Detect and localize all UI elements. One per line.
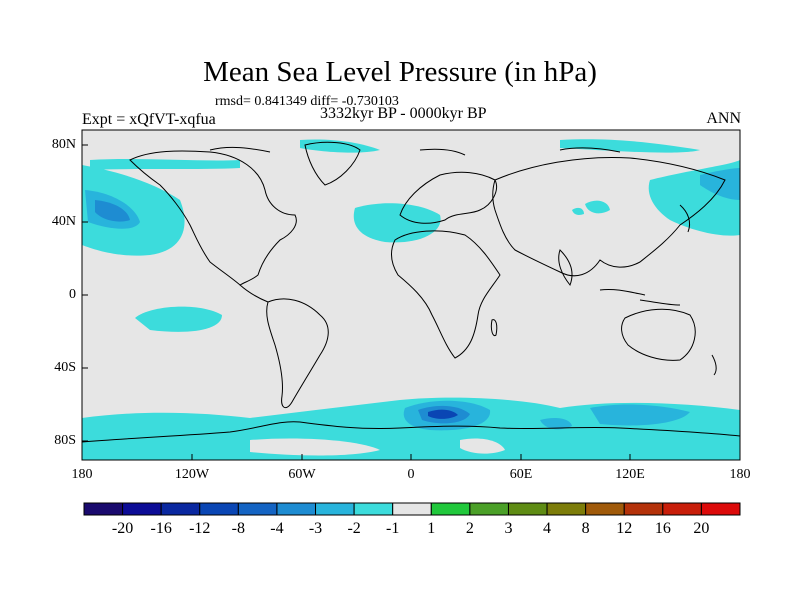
coastline-indonesia	[599, 289, 681, 306]
lon-label-120e: 120E	[615, 467, 645, 482]
colorbar-box	[353, 502, 394, 516]
anomaly-region-south-pacific	[135, 306, 222, 332]
colorbar-label: 1	[427, 520, 436, 537]
coastline-north-america	[129, 150, 297, 286]
coastline-greenland	[304, 141, 361, 186]
coastline-central-america	[239, 284, 269, 303]
colorbar-label: -3	[308, 520, 323, 537]
colorbar-label: 12	[616, 520, 633, 537]
period-label: 3332kyr BP - 0000kyr BP	[320, 105, 487, 122]
lon-label-180e: 180	[729, 467, 751, 482]
anomaly-region-southern-ocean	[82, 397, 740, 460]
coastline-japan	[679, 204, 691, 233]
lat-label-40n: 40N	[51, 214, 76, 229]
colorbar-label: -16	[150, 520, 172, 537]
colorbar-box	[315, 502, 355, 516]
colorbar-box	[237, 502, 278, 516]
coastline-madagascar	[490, 319, 498, 337]
coastlines	[81, 141, 741, 443]
coastline-europe	[399, 171, 497, 224]
colorbar-label: 20	[693, 520, 710, 537]
colorbar-box	[276, 502, 317, 516]
colorbar-label: -12	[189, 520, 211, 537]
anomaly-fields	[82, 135, 740, 460]
coastline-asia	[492, 157, 726, 277]
map-panel	[81, 129, 741, 461]
colorbar-box	[546, 502, 587, 516]
anomaly-patch-antarctic-1	[540, 418, 572, 430]
experiment-label: Expt = xQfVT-xqfua	[82, 111, 216, 128]
lat-label-80n: 80N	[51, 137, 76, 152]
colorbar-box	[199, 502, 239, 516]
colorbar	[83, 502, 741, 516]
coastline-africa	[391, 230, 501, 359]
lat-label-80s: 80S	[54, 433, 76, 448]
axis-ticks	[82, 144, 631, 460]
lat-label-0: 0	[69, 287, 76, 302]
lat-label-40s: 40S	[54, 360, 76, 375]
anomaly-patch-asia-2	[572, 207, 584, 215]
colorbar-box	[469, 502, 509, 516]
anomaly-region-kamchatka	[700, 168, 740, 200]
colorbar-box	[392, 502, 432, 516]
coastline-south-america	[266, 298, 329, 409]
colorbar-label: -8	[231, 520, 245, 537]
season-label: ANN	[706, 110, 741, 127]
anomaly-region-north-pacific	[82, 165, 185, 256]
lon-label-180w: 180	[71, 467, 93, 482]
anomaly-region-weddell-deep	[428, 409, 458, 419]
coastline-antarctica	[81, 421, 741, 443]
colorbar-box	[507, 502, 548, 516]
colorbar-label: 16	[654, 520, 671, 537]
gap-antarctic-west	[250, 438, 380, 456]
anomaly-region-east-antarctic	[590, 404, 690, 426]
colorbar-label: 3	[504, 520, 513, 537]
page-title: Mean Sea Level Pressure (in hPa)	[203, 56, 597, 88]
coastline-new-zealand	[711, 354, 717, 376]
lon-label-120w: 120W	[174, 467, 210, 482]
colorbar-box	[160, 502, 201, 516]
colorbar-box	[430, 502, 471, 516]
coastline-arctic-islands	[209, 146, 621, 156]
colorbar-box	[662, 502, 702, 516]
stats-text: rmsd= 0.841349 diff= -0.730103	[215, 94, 399, 109]
gap-antarctic-interior	[460, 438, 505, 454]
colorbar-label: 8	[581, 520, 590, 537]
colorbar-label: -2	[347, 520, 361, 537]
colorbar-box	[83, 502, 124, 516]
anomaly-region-north-pacific-deep	[95, 200, 130, 222]
colorbar-box	[585, 502, 625, 516]
colorbar-label: -20	[111, 520, 134, 537]
coastline-australia	[621, 308, 696, 361]
colorbar-box	[623, 502, 664, 516]
anomaly-region-siberia	[560, 139, 700, 153]
anomaly-region-north-atlantic	[353, 203, 441, 243]
colorbar-box	[700, 502, 741, 516]
anomaly-patch-asia-1	[585, 200, 610, 214]
lon-label-0: 0	[407, 467, 415, 482]
colorbar-box	[122, 502, 162, 516]
lon-label-60w: 60W	[288, 467, 316, 482]
coastline-india	[558, 249, 573, 286]
colorbar-label: 2	[465, 520, 474, 537]
colorbar-label: -1	[386, 520, 400, 537]
anomaly-region-arctic-strip	[90, 159, 240, 170]
lon-label-60e: 60E	[509, 467, 533, 482]
colorbar-label: -4	[270, 520, 284, 537]
colorbar-label: 4	[543, 520, 552, 537]
